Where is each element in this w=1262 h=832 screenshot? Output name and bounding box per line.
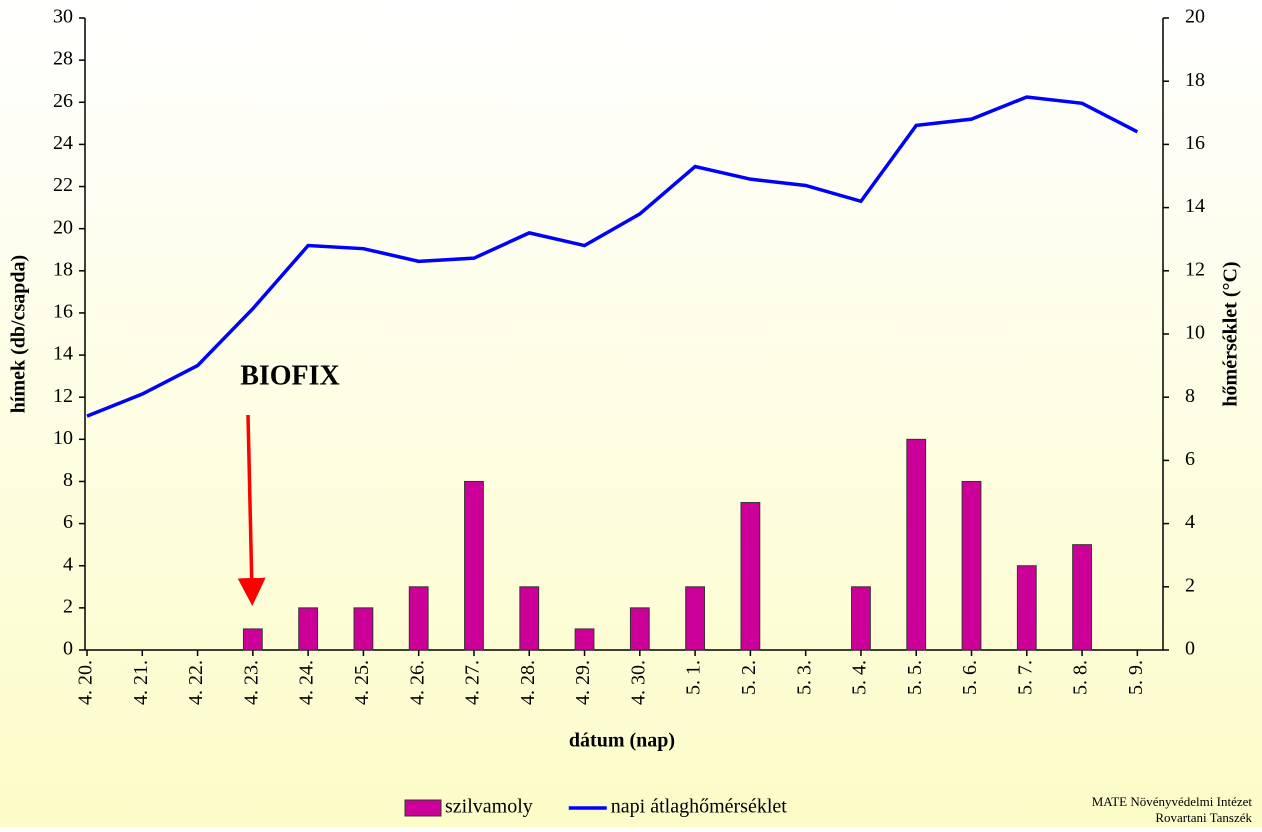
x-tick-label: 4. 20.: [75, 660, 97, 705]
x-tick-label: 4. 30.: [627, 660, 649, 705]
bar: [408, 586, 429, 651]
x-tick-label: 4. 27.: [462, 660, 484, 705]
x-tick-label: 5. 9.: [1125, 660, 1147, 695]
y2-tick-label: 6: [1185, 448, 1195, 470]
y-tick-label: 2: [63, 595, 73, 617]
legend-swatch: [404, 799, 442, 817]
x-tick-label: 5. 2.: [738, 660, 760, 695]
bar: [1016, 565, 1037, 651]
y2-tick-label: 8: [1185, 385, 1195, 407]
y-tick-label: 0: [63, 638, 73, 660]
y2-tick-label: 20: [1185, 6, 1205, 28]
x-tick-label: 5. 5.: [904, 660, 926, 695]
legend-label: szilvamoly: [445, 796, 533, 818]
annotation: BIOFIX: [240, 360, 340, 391]
bar: [629, 607, 650, 651]
x-tick-label: 5. 4.: [849, 660, 871, 695]
x-tick-label: 5. 3.: [793, 660, 815, 695]
y2-tick-label: 18: [1185, 69, 1205, 91]
x-tick-label: 4. 21.: [130, 660, 152, 705]
y2-tick-label: 16: [1185, 132, 1205, 154]
annotation-arrow: [237, 414, 266, 606]
x-tick-label: 4. 24.: [296, 660, 318, 705]
x-tick-label: 4. 26.: [406, 660, 428, 705]
x-tick-label: 5. 1.: [683, 660, 705, 695]
y-tick-label: 26: [53, 90, 73, 112]
line: [86, 95, 1139, 418]
bar: [519, 586, 540, 651]
y-tick-label: 22: [53, 174, 73, 196]
y-tick-label: 6: [63, 511, 73, 533]
x-tick-label: 4. 22.: [185, 660, 207, 705]
x-tick-label: 5. 7.: [1014, 660, 1036, 695]
bar: [574, 628, 595, 651]
bar: [740, 502, 761, 651]
y2-tick-label: 2: [1185, 574, 1195, 596]
bar: [961, 480, 982, 651]
bar: [353, 607, 374, 651]
x-tick-label: 4. 25.: [351, 660, 373, 705]
y2-tick-label: 4: [1185, 511, 1195, 533]
y-tick-label: 12: [53, 385, 73, 407]
y-tick-label: 18: [53, 258, 73, 280]
y-tick-label: 30: [53, 6, 73, 28]
y2-axis-label: hőmérséklet (°C): [1220, 261, 1242, 406]
bar: [298, 607, 319, 651]
x-tick-label: 4. 28.: [517, 660, 539, 705]
bar: [464, 480, 484, 651]
bar: [906, 438, 927, 651]
footer-line: MATE Növényvédelmi Intézet: [1092, 794, 1253, 809]
footer-line: Rovartani Tanszék: [1155, 810, 1252, 825]
x-tick-label: 5. 8.: [1070, 660, 1092, 695]
y-tick-label: 24: [53, 132, 73, 154]
x-axis-label: dátum (nap): [569, 730, 675, 752]
y2-tick-label: 12: [1185, 258, 1205, 280]
legend-label: napi átlaghőmérséklet: [611, 796, 787, 818]
y-tick-label: 28: [53, 48, 73, 70]
x-tick-label: 5. 6.: [959, 660, 981, 695]
x-tick-label: 4. 29.: [572, 660, 594, 705]
y2-tick-label: 14: [1185, 195, 1205, 217]
y2-tick-label: 0: [1185, 638, 1195, 660]
bar: [851, 586, 871, 651]
y-tick-label: 20: [53, 216, 73, 238]
y-tick-label: 10: [53, 427, 73, 449]
y-tick-label: 14: [53, 343, 73, 365]
bar: [1072, 544, 1092, 651]
x-tick-label: 4. 23.: [240, 660, 262, 705]
y2-tick-label: 10: [1185, 322, 1205, 344]
y-tick-label: 4: [63, 553, 73, 575]
y-tick-label: 16: [53, 301, 73, 323]
bar: [242, 628, 263, 651]
y-axis-label: hímek (db/csapda): [8, 255, 30, 413]
y-tick-label: 8: [63, 469, 73, 491]
bar: [685, 586, 706, 651]
